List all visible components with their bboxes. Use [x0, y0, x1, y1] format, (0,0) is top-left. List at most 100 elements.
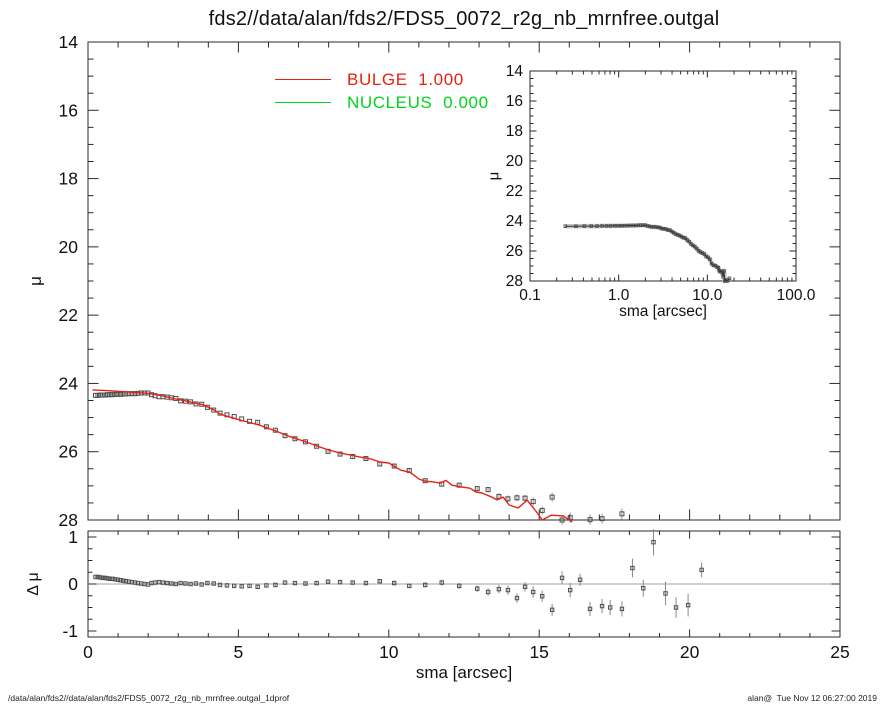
main-y-tick-label: 26: [59, 442, 78, 462]
main-y-tick-label: 14: [59, 32, 79, 52]
inset-y-tick-label: 20: [506, 153, 524, 170]
residual-point: [100, 575, 105, 581]
x-tick-label: 25: [830, 642, 849, 662]
main-y-tick-label: 20: [59, 237, 79, 257]
footer-user-timestamp: alan@ Tue Nov 12 06:27:00 2019: [747, 693, 877, 703]
residual-point: [264, 583, 269, 588]
inset-data-point: [702, 252, 707, 256]
residual-point: [282, 580, 288, 585]
data-point: [587, 517, 593, 523]
residual-point: [183, 581, 188, 586]
residual-point: [363, 580, 369, 586]
inset-y-tick-label: 22: [506, 183, 523, 200]
residual-point: [239, 584, 244, 589]
residual-point: [407, 583, 412, 589]
main-y-tick-label: 18: [59, 169, 78, 189]
residual-point: [107, 576, 113, 582]
inset-x-tick-label: 10.0: [692, 287, 723, 304]
data-point: [505, 496, 511, 502]
residual-point: [685, 602, 691, 608]
residual-point: [641, 586, 646, 591]
residual-point: [231, 583, 237, 589]
residual-point: [193, 581, 199, 586]
legend-line-nucleus: [275, 101, 331, 104]
main-y-tick-label: 16: [59, 100, 78, 120]
residual-point: [115, 577, 120, 582]
residual-point: [211, 581, 216, 586]
residual-point: [273, 582, 278, 588]
data-point: [549, 494, 555, 500]
residual-point: [169, 581, 174, 586]
residual-point: [540, 594, 545, 599]
residual-point: [673, 605, 679, 610]
residual-point: [439, 580, 444, 585]
footer-file-path: /data/alan/fds2//data/alan/fds2/FDS5_007…: [8, 693, 290, 703]
x-tick-label: 15: [529, 642, 548, 662]
residual-point: [549, 607, 555, 613]
inset-x-tick-label: 100.0: [777, 287, 816, 304]
residual-point: [651, 539, 656, 545]
legend: BULGE 1.000 NUCLEUS 0.000: [275, 68, 489, 114]
data-point: [599, 516, 605, 522]
data-point: [567, 515, 573, 521]
residual-point: [164, 580, 170, 586]
inset-data-point: [693, 244, 697, 249]
residual-point: [217, 582, 223, 588]
residual-point: [567, 587, 573, 593]
residual-point: [485, 589, 491, 595]
residual-point: [350, 580, 355, 585]
residual-point: [559, 575, 565, 581]
residual-point: [152, 580, 158, 585]
data-point: [539, 507, 545, 513]
residual-point: [95, 574, 101, 580]
legend-item-nucleus: NUCLEUS 0.000: [275, 91, 489, 114]
inset-y-tick-label: 18: [506, 123, 523, 140]
data-point: [530, 499, 536, 505]
residual-point: [325, 579, 331, 584]
residual-point: [110, 576, 115, 582]
x-axis-label: sma [arcsec]: [415, 663, 513, 682]
inset-profile-line: [565, 224, 730, 282]
residual-point: [173, 581, 179, 587]
bulge-model-line: [92, 389, 573, 523]
residual-point: [314, 580, 319, 586]
main-y-tick-label: 22: [59, 305, 78, 325]
residual-point: [456, 583, 462, 589]
residual-point: [505, 587, 511, 593]
residual-point: [599, 603, 605, 609]
data-point: [211, 407, 217, 413]
residual-point: [587, 606, 593, 612]
residual-point: [630, 565, 635, 571]
residual-point: [120, 578, 126, 583]
inset-frame: [529, 70, 797, 282]
legend-label-bulge: BULGE 1.000: [347, 69, 464, 89]
residual-point: [188, 581, 193, 587]
residual-point: [118, 578, 123, 583]
residual-point: [392, 580, 397, 586]
residual-point: [224, 583, 230, 588]
residual-point: [699, 567, 704, 573]
data-point: [485, 487, 491, 493]
inset-y-tick-label: 28: [506, 273, 523, 290]
residual-point: [178, 580, 183, 586]
inset-x-tick-label: 1.0: [608, 287, 630, 304]
residual-point: [619, 606, 625, 612]
data-point: [337, 451, 343, 457]
x-tick-label: 5: [234, 642, 244, 662]
residual-point: [522, 584, 528, 590]
residual-point: [98, 575, 103, 580]
data-point: [391, 463, 397, 469]
residual-point: [156, 579, 162, 585]
inset-y-tick-label: 14: [506, 63, 524, 80]
inset-data-point: [706, 255, 710, 260]
residual-point: [303, 581, 308, 586]
residual-point: [577, 577, 583, 582]
residual-point: [514, 595, 520, 601]
data-point: [514, 495, 520, 501]
residual-point: [337, 579, 343, 585]
residual-point: [199, 582, 204, 587]
legend-item-bulge: BULGE 1.000: [275, 68, 489, 91]
residual-point: [530, 589, 536, 595]
